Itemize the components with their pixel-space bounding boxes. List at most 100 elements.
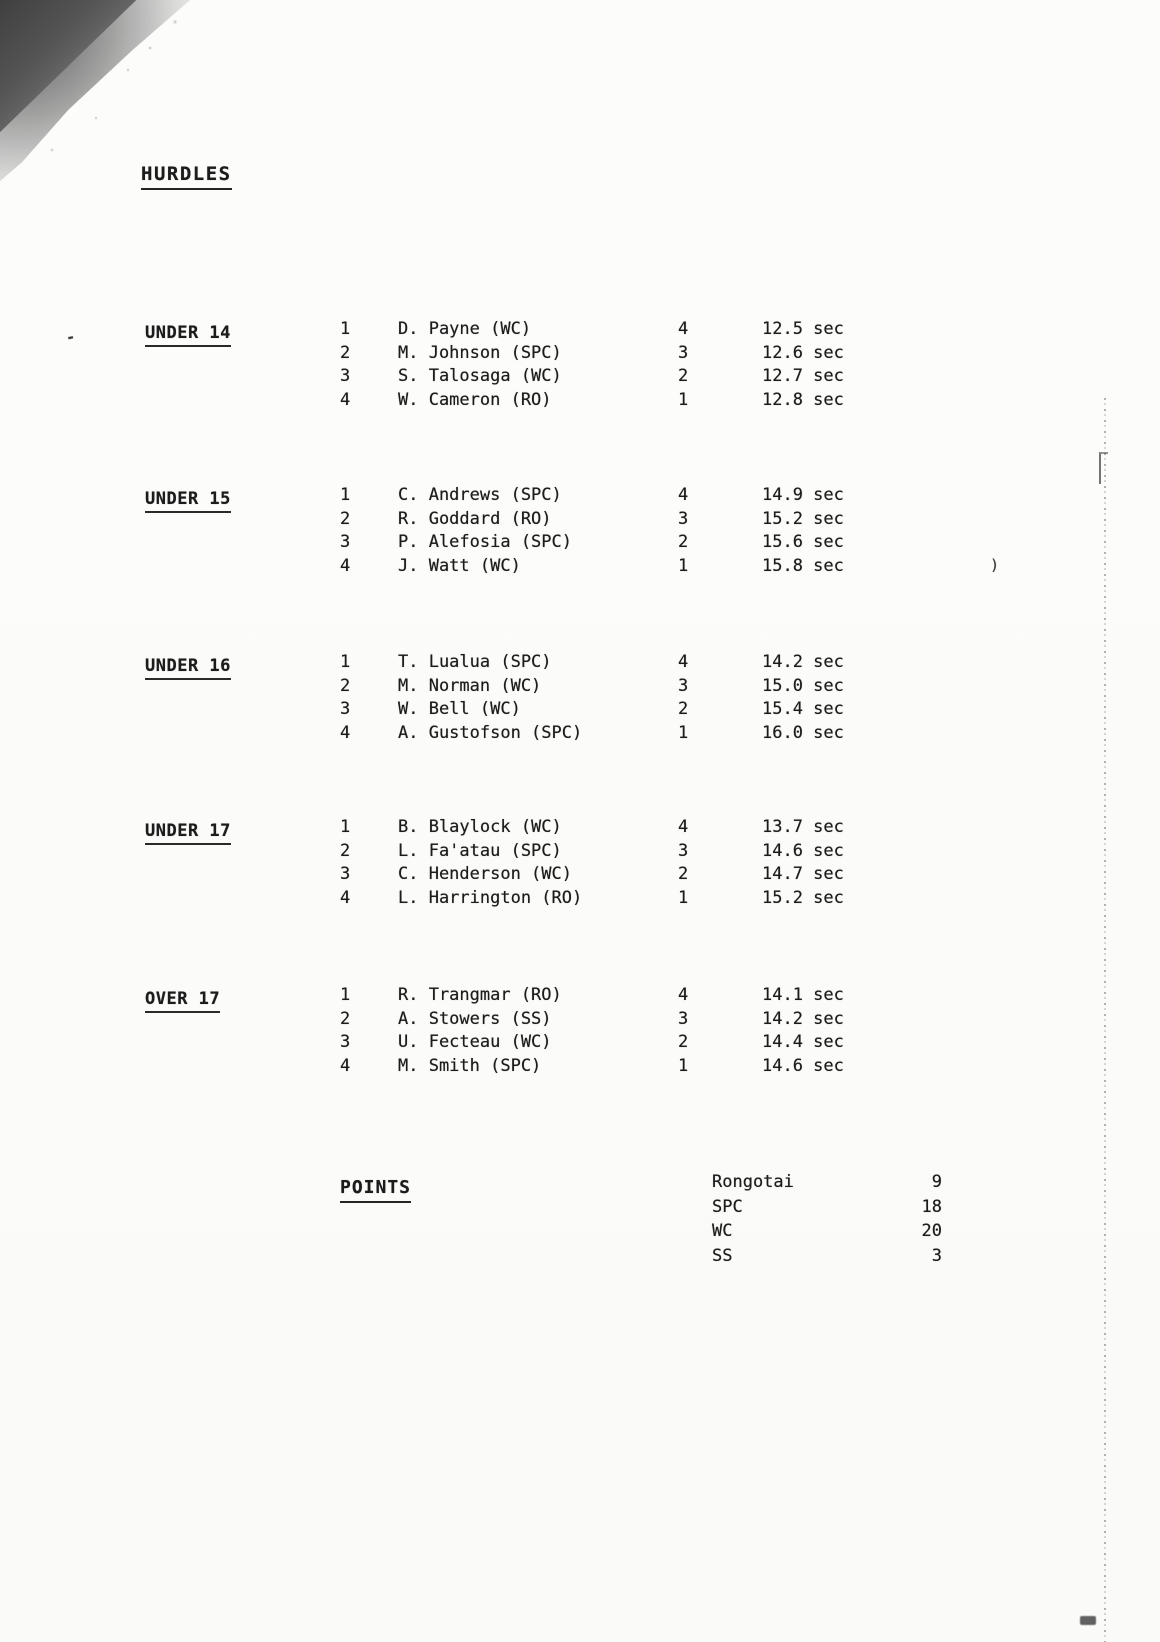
time-cell: 15.4 sec — [762, 699, 844, 719]
time-cell: 14.6 sec — [762, 840, 844, 861]
place-cell: 4 — [340, 887, 351, 908]
points-cell: 2 — [678, 532, 689, 552]
result-row: 4 W. Cameron (RO) 1 12.8 sec — [340, 389, 882, 413]
place-cell: 3 — [340, 1032, 351, 1052]
team-score: 9 — [931, 1172, 942, 1192]
points-cell: 1 — [678, 887, 689, 908]
results-table: 1 D. Payne (WC) 4 12.5 sec 2 M. Johnson … — [340, 318, 882, 412]
points-cell: 3 — [678, 508, 689, 529]
result-row: 2 A. Stowers (SS) 3 14.2 sec — [340, 1008, 882, 1032]
points-cell: 1 — [678, 1055, 689, 1076]
time-cell: 15.6 sec — [762, 532, 844, 552]
competitor-cell: C. Andrews (SPC) — [398, 485, 562, 505]
place-cell: 2 — [340, 675, 351, 696]
place-cell: 4 — [340, 1055, 351, 1076]
category-label: UNDER 16 — [145, 656, 231, 680]
results-table: 1 T. Lualua (SPC) 4 14.2 sec 2 M. Norman… — [340, 651, 882, 745]
scan-edge-line-artifact — [1104, 398, 1106, 1642]
points-cell: 3 — [678, 1008, 689, 1029]
team-name: Rongotai — [712, 1172, 794, 1192]
place-cell: 2 — [340, 840, 351, 861]
result-row: 2 M. Johnson (SPC) 3 12.6 sec — [340, 342, 882, 366]
competitor-cell: L. Harrington (RO) — [398, 887, 583, 908]
scan-edge-tick-artifact — [1099, 452, 1108, 484]
points-cell: 2 — [678, 699, 689, 719]
time-cell: 15.2 sec — [762, 508, 844, 529]
result-row: 2 L. Fa'atau (SPC) 3 14.6 sec — [340, 840, 882, 864]
place-cell: 1 — [340, 319, 351, 339]
competitor-cell: S. Talosaga (WC) — [398, 366, 562, 386]
competitor-cell: D. Payne (WC) — [398, 319, 532, 339]
results-table: 1 B. Blaylock (WC) 4 13.7 sec 2 L. Fa'at… — [340, 816, 882, 910]
time-cell: 14.7 sec — [762, 864, 844, 884]
time-cell: 12.8 sec — [762, 389, 844, 410]
time-cell: 15.2 sec — [762, 887, 844, 908]
competitor-cell: A. Stowers (SS) — [398, 1008, 552, 1029]
category-label: UNDER 17 — [145, 821, 231, 845]
results-table: 1 R. Trangmar (RO) 4 14.1 sec 2 A. Stowe… — [340, 984, 882, 1078]
competitor-cell: M. Norman (WC) — [398, 675, 542, 696]
points-summary-table: Rongotai 9 SPC 18 WC 20 SS 3 — [712, 1170, 942, 1268]
team-score: 3 — [931, 1245, 942, 1266]
competitor-cell: M. Smith (SPC) — [398, 1055, 542, 1076]
time-cell: 15.0 sec — [762, 675, 844, 696]
competitor-cell: P. Alefosia (SPC) — [398, 532, 572, 552]
section-under-14: UNDER 14 1 D. Payne (WC) 4 12.5 sec 2 M.… — [0, 318, 1160, 414]
points-cell: 1 — [678, 555, 689, 576]
team-name: SPC — [712, 1196, 743, 1217]
points-cell: 4 — [678, 652, 689, 672]
place-cell: 1 — [340, 652, 351, 672]
result-row: 1 C. Andrews (SPC) 4 14.9 sec — [340, 484, 882, 508]
result-row: 2 R. Goddard (RO) 3 15.2 sec — [340, 508, 882, 532]
result-row: 3 C. Henderson (WC) 2 14.7 sec — [340, 863, 882, 887]
time-cell: 12.5 sec — [762, 319, 844, 339]
time-cell: 14.1 sec — [762, 985, 844, 1005]
team-score: 18 — [921, 1196, 942, 1217]
place-cell: 2 — [340, 342, 351, 363]
place-cell: 1 — [340, 985, 351, 1005]
place-cell: 3 — [340, 864, 351, 884]
team-score: 20 — [921, 1221, 942, 1241]
time-cell: 14.6 sec — [762, 1055, 844, 1076]
points-cell: 3 — [678, 342, 689, 363]
points-row: SS 3 — [712, 1244, 942, 1269]
time-cell: 13.7 sec — [762, 817, 844, 837]
scan-bottom-corner-mark — [1080, 1616, 1096, 1625]
time-cell: 14.2 sec — [762, 1008, 844, 1029]
result-row: 1 T. Lualua (SPC) 4 14.2 sec — [340, 651, 882, 675]
points-cell: 2 — [678, 1032, 689, 1052]
competitor-cell: A. Gustofson (SPC) — [398, 722, 583, 743]
competitor-cell: J. Watt (WC) — [398, 555, 521, 576]
points-cell: 2 — [678, 864, 689, 884]
scan-corner-grain — [0, 0, 210, 180]
points-cell: 2 — [678, 366, 689, 386]
category-label: UNDER 15 — [145, 489, 231, 513]
team-name: SS — [712, 1245, 733, 1266]
competitor-cell: L. Fa'atau (SPC) — [398, 840, 562, 861]
place-cell: 3 — [340, 699, 351, 719]
competitor-cell: T. Lualua (SPC) — [398, 652, 552, 672]
result-row: 4 J. Watt (WC) 1 15.8 sec — [340, 555, 882, 579]
place-cell: 3 — [340, 366, 351, 386]
place-cell: 3 — [340, 532, 351, 552]
result-row: 3 P. Alefosia (SPC) 2 15.6 sec — [340, 531, 882, 555]
time-cell: 14.9 sec — [762, 485, 844, 505]
section-under-17: UNDER 17 1 B. Blaylock (WC) 4 13.7 sec 2… — [0, 816, 1160, 912]
place-cell: 4 — [340, 722, 351, 743]
category-label: UNDER 14 — [145, 323, 231, 347]
competitor-cell: U. Fecteau (WC) — [398, 1032, 552, 1052]
time-cell: 12.7 sec — [762, 366, 844, 386]
points-cell: 3 — [678, 840, 689, 861]
competitor-cell: R. Goddard (RO) — [398, 508, 552, 529]
points-cell: 4 — [678, 319, 689, 339]
section-under-15: UNDER 15 1 C. Andrews (SPC) 4 14.9 sec 2… — [0, 484, 1160, 580]
time-cell: 16.0 sec — [762, 722, 844, 743]
results-table: 1 C. Andrews (SPC) 4 14.9 sec 2 R. Godda… — [340, 484, 882, 578]
time-cell: 14.2 sec — [762, 652, 844, 672]
points-row: Rongotai 9 — [712, 1170, 942, 1195]
place-cell: 1 — [340, 817, 351, 837]
place-cell: 1 — [340, 485, 351, 505]
stray-paren-mark: ) — [990, 556, 1000, 574]
team-name: WC — [712, 1221, 733, 1241]
